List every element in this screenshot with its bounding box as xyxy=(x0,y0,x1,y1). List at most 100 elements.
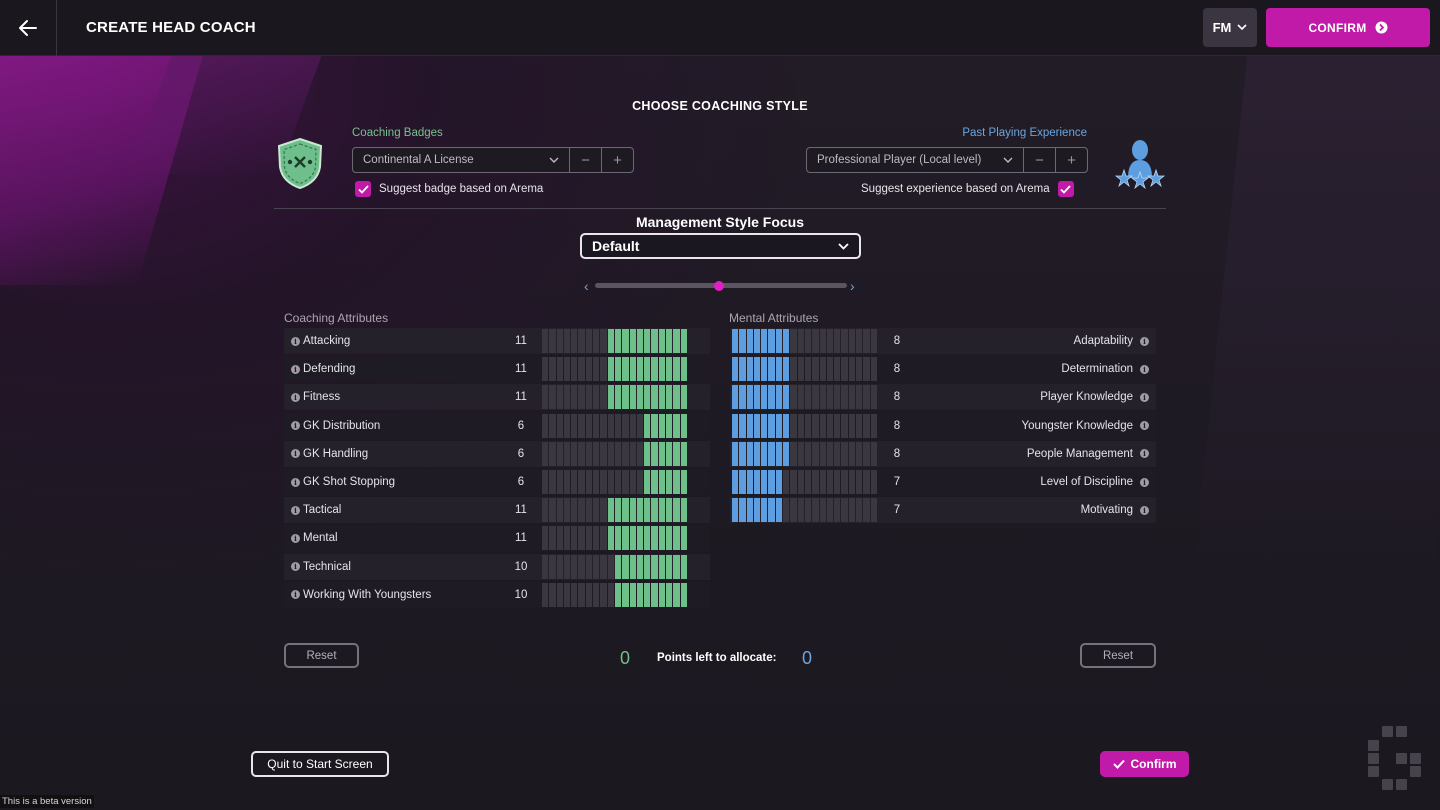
bar-segment xyxy=(680,582,687,607)
attribute-row[interactable]: 7 Motivating i xyxy=(730,497,1156,524)
bar-segment xyxy=(819,470,826,494)
attribute-row[interactable]: i Tactical 11 xyxy=(284,497,710,524)
management-style-dropdown[interactable]: Default xyxy=(580,233,861,259)
experience-increase-button[interactable]: + xyxy=(1055,148,1087,172)
bar-segment xyxy=(600,413,607,438)
bar-segment xyxy=(761,413,768,438)
confirm-top-button[interactable]: CONFIRM xyxy=(1266,8,1430,47)
bar-segment xyxy=(651,329,658,353)
bar-segment xyxy=(593,441,600,466)
bar-segment xyxy=(848,441,856,466)
bar-segment xyxy=(826,385,834,410)
reset-coaching-button[interactable]: Reset xyxy=(284,643,359,668)
info-icon[interactable]: i xyxy=(1140,449,1149,459)
attribute-value: 8 xyxy=(893,391,901,404)
suggest-experience-checkbox[interactable] xyxy=(1057,181,1074,197)
bar-segment xyxy=(644,329,651,353)
bar-segment xyxy=(622,357,629,382)
attribute-row[interactable]: i Mental 11 xyxy=(284,525,710,552)
chevron-left-icon[interactable]: ‹ xyxy=(584,278,589,294)
info-icon[interactable]: i xyxy=(1140,336,1149,346)
bar-segment xyxy=(804,498,812,523)
info-icon[interactable]: i xyxy=(291,392,300,402)
attribute-row[interactable]: i GK Distribution 6 xyxy=(284,412,710,439)
info-icon[interactable]: i xyxy=(291,364,300,374)
info-icon[interactable]: i xyxy=(1140,505,1149,515)
bar-segment xyxy=(666,441,673,466)
bar-segment xyxy=(680,498,687,523)
info-icon[interactable]: i xyxy=(1140,364,1149,374)
chevron-right-icon[interactable]: › xyxy=(850,278,855,294)
attribute-row[interactable]: i GK Shot Stopping 6 xyxy=(284,469,710,495)
bar-segment xyxy=(563,441,571,466)
attribute-bar xyxy=(542,582,687,607)
attribute-name: Working With Youngsters xyxy=(303,588,432,601)
attribute-row[interactable]: i Working With Youngsters 10 xyxy=(284,581,710,608)
info-icon[interactable]: i xyxy=(291,562,300,572)
bar-segment xyxy=(666,385,673,410)
attribute-value: 6 xyxy=(517,419,525,432)
bar-segment xyxy=(834,498,841,523)
info-icon[interactable]: i xyxy=(291,336,300,346)
bar-segment xyxy=(658,413,666,438)
attribute-row[interactable]: i Defending 11 xyxy=(284,356,710,383)
bar-segment xyxy=(578,582,585,607)
playing-experience-dropdown[interactable]: Professional Player (Local level) xyxy=(807,148,1023,172)
bar-segment xyxy=(797,441,804,466)
info-icon[interactable]: i xyxy=(291,533,300,543)
bar-segment xyxy=(658,441,666,466)
attribute-row[interactable]: i Attacking 11 xyxy=(284,328,710,354)
attribute-row[interactable]: 8 Youngster Knowledge i xyxy=(730,412,1156,439)
bar-segment xyxy=(563,329,571,353)
coaching-badges-dropdown[interactable]: Continental A License xyxy=(353,148,569,172)
info-icon[interactable]: i xyxy=(1140,477,1149,487)
bar-segment xyxy=(848,385,856,410)
info-icon[interactable]: i xyxy=(291,477,300,487)
playing-experience-value: Professional Player (Local level) xyxy=(817,154,982,166)
attribute-row[interactable]: 8 Player Knowledge i xyxy=(730,384,1156,411)
slider-thumb[interactable] xyxy=(714,281,724,291)
bar-segment xyxy=(556,498,563,523)
bar-segment xyxy=(542,526,549,551)
bar-segment xyxy=(848,357,856,382)
badge-decrease-button[interactable]: − xyxy=(569,148,601,172)
bar-segment xyxy=(600,582,607,607)
reset-mental-button[interactable]: Reset xyxy=(1080,643,1156,668)
attribute-row[interactable]: i Technical 10 xyxy=(284,553,710,580)
bar-segment xyxy=(775,441,783,466)
info-icon[interactable]: i xyxy=(291,449,300,459)
attribute-bar xyxy=(732,413,877,438)
attribute-row[interactable]: 8 Determination i xyxy=(730,356,1156,383)
confirm-bottom-button[interactable]: Confirm xyxy=(1100,751,1189,777)
fm-menu-button[interactable]: FM xyxy=(1203,8,1257,47)
info-icon[interactable]: i xyxy=(1140,421,1149,431)
bar-segment xyxy=(622,582,629,607)
attribute-row[interactable]: 8 People Management i xyxy=(730,440,1156,467)
bar-segment xyxy=(732,441,739,466)
info-icon[interactable]: i xyxy=(291,505,300,515)
bar-segment xyxy=(549,526,556,551)
badge-increase-button[interactable]: + xyxy=(601,148,633,172)
bar-segment xyxy=(563,526,571,551)
quit-to-start-button[interactable]: Quit to Start Screen xyxy=(251,751,389,777)
coaching-badges-control: Continental A License − + xyxy=(352,147,634,173)
minus-icon: − xyxy=(581,151,590,169)
bar-segment xyxy=(666,554,673,579)
info-icon[interactable]: i xyxy=(1140,392,1149,402)
bar-segment xyxy=(834,470,841,494)
attribute-row[interactable]: i Fitness 11 xyxy=(284,384,710,411)
info-icon[interactable]: i xyxy=(291,590,300,600)
bar-segment xyxy=(673,470,680,494)
attribute-row[interactable]: 7 Level of Discipline i xyxy=(730,469,1156,495)
experience-decrease-button[interactable]: − xyxy=(1023,148,1055,172)
bar-segment xyxy=(629,498,636,523)
bar-segment xyxy=(571,498,578,523)
suggest-badge-checkbox[interactable] xyxy=(355,181,371,197)
attribute-row[interactable]: 8 Adaptability i xyxy=(730,328,1156,354)
attribute-row[interactable]: i GK Handling 6 xyxy=(284,440,710,467)
back-button[interactable] xyxy=(0,0,57,56)
info-icon[interactable]: i xyxy=(291,421,300,431)
attribute-name: Tactical xyxy=(303,504,342,517)
bar-segment xyxy=(629,470,636,494)
bar-segment xyxy=(585,413,593,438)
